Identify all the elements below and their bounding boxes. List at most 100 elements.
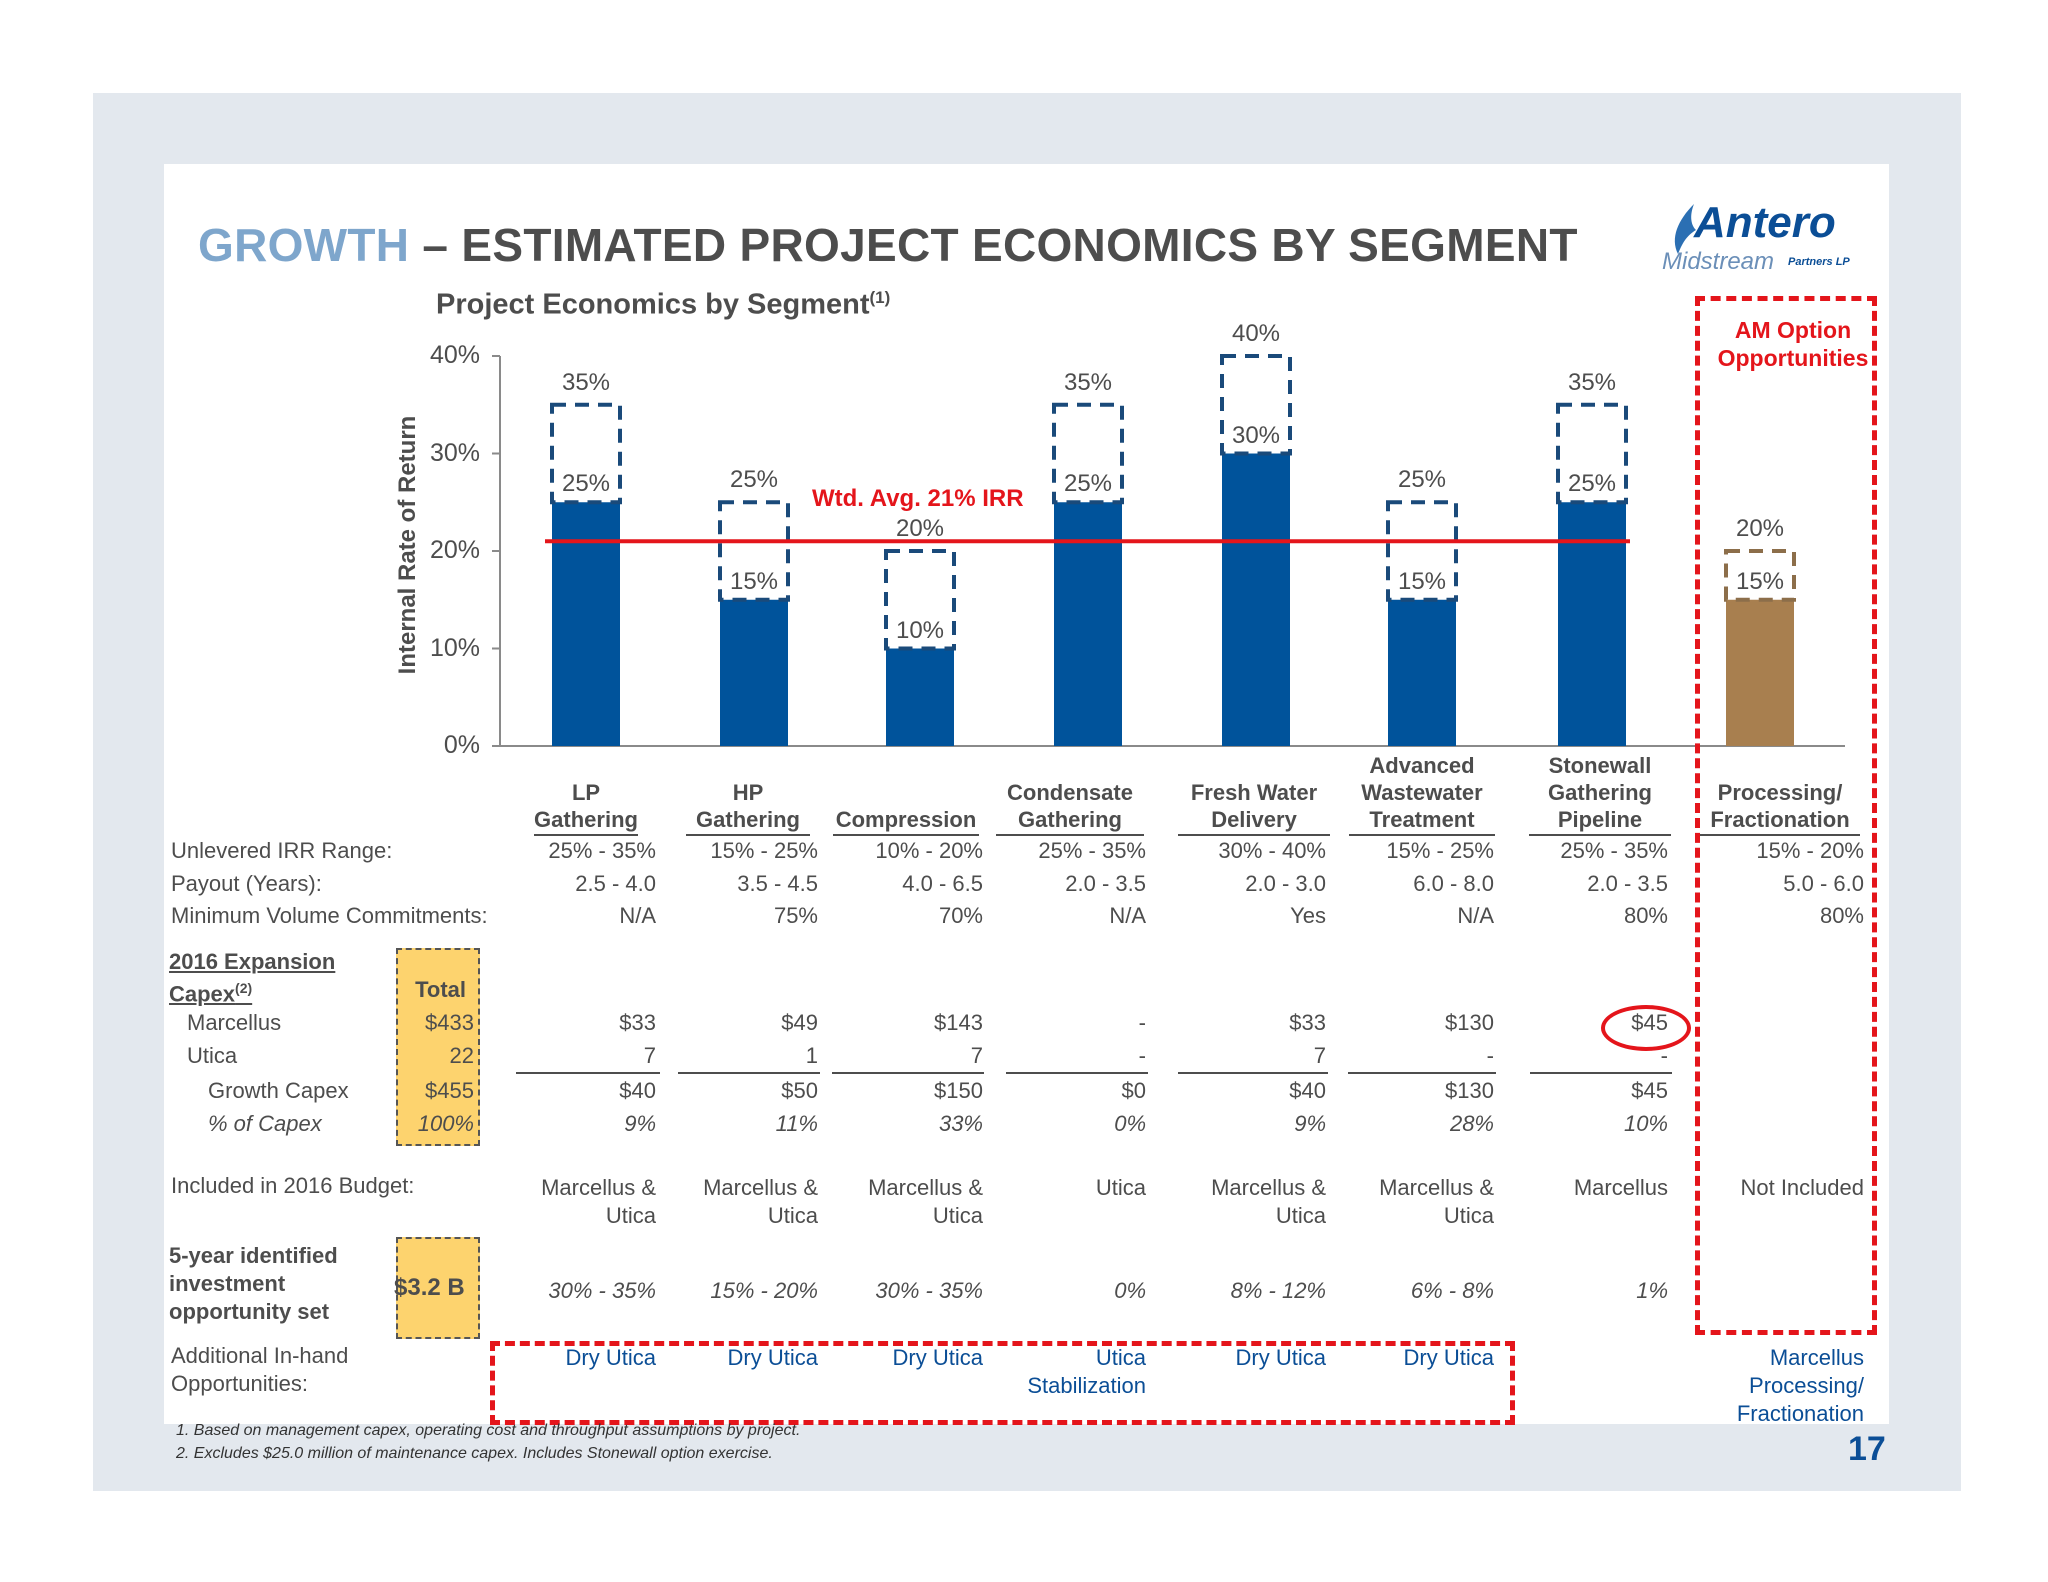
cell-mvc-6: 80% <box>1623 903 1668 928</box>
row-label-mvc: Minimum Volume Commitments: <box>171 903 488 928</box>
bar-high-range-2 <box>884 549 956 651</box>
cell-payout-1: 3.5 - 4.5 <box>737 871 818 896</box>
column-header-0-line-2: LP <box>571 780 601 805</box>
budget-4-line-2: Utica <box>1275 1203 1326 1228</box>
option-opportunities-box <box>1695 296 1877 1335</box>
capex-row-label-growth: Growth Capex <box>208 1078 349 1103</box>
five-year-total-box <box>396 1237 480 1339</box>
cell-irr_range-7: 15% - 20% <box>1756 838 1864 863</box>
cell-mvc-2: 70% <box>938 903 983 928</box>
additional-5-line-1: Dry Utica <box>1403 1345 1494 1370</box>
page-title-rest: – ESTIMATED PROJECT ECONOMICS BY SEGMENT <box>409 219 1578 271</box>
column-header-0-line-3: Gathering <box>534 807 638 832</box>
column-header-7-line-2: Processing/ <box>1717 780 1843 805</box>
bar-low-label-4: 30% <box>1231 421 1281 449</box>
bar-low-label-5: 15% <box>1397 567 1447 595</box>
capex-utica-6: - <box>1660 1043 1668 1068</box>
capex-total-pct: 100% <box>417 1111 474 1136</box>
page-number: 17 <box>1848 1430 1886 1468</box>
flame-icon <box>1674 204 1696 254</box>
column-header-0-line-1 <box>534 752 638 779</box>
capex-utica-2: 7 <box>970 1043 983 1068</box>
cell-mvc-7: 80% <box>1819 903 1864 928</box>
column-header-3-line-3: Gathering <box>1018 807 1122 832</box>
five-year-total: $3.2 B <box>394 1274 465 1301</box>
column-header-3-line-1 <box>996 752 1144 779</box>
additional-3-line-2: Stabilization <box>1027 1373 1146 1398</box>
cell-payout-7: 5.0 - 6.0 <box>1783 871 1864 896</box>
capex-growth-1: $50 <box>781 1078 818 1103</box>
capex-marcellus-3: - <box>1138 1010 1146 1035</box>
bar-low-5 <box>1388 599 1456 746</box>
additional-0-line-1: Dry Utica <box>565 1345 656 1370</box>
y-tick-label-2: 20% <box>429 536 480 564</box>
additional-1-line-1: Dry Utica <box>727 1345 818 1370</box>
cell-payout-2: 4.0 - 6.5 <box>902 871 983 896</box>
cell-payout-5: 6.0 - 8.0 <box>1413 871 1494 896</box>
budget-7-line-1: Not Included <box>1740 1175 1864 1200</box>
y-tick-label-4: 40% <box>429 341 480 369</box>
capex-subtotal-rule-6 <box>1530 1072 1672 1074</box>
capex-heading: 2016 Expansion Capex(2) <box>169 948 335 1007</box>
capex-utica-4: 7 <box>1313 1043 1326 1068</box>
capex-growth-4: $40 <box>1289 1078 1326 1103</box>
capex-row-label-marcellus: Marcellus <box>187 1010 282 1035</box>
column-header-1: HP Gathering <box>686 752 810 836</box>
capex-growth-2: $150 <box>934 1078 983 1103</box>
capex-heading-sup: (2) <box>235 980 253 996</box>
bar-low-3 <box>1054 502 1122 746</box>
bar-low-6 <box>1558 502 1626 746</box>
bar-high-label-3: 35% <box>1063 368 1113 396</box>
bar-high-range-4 <box>1220 354 1292 456</box>
column-header-3-line-2: Condensate <box>1007 780 1133 805</box>
budget-0-line-1: Marcellus & <box>541 1175 656 1200</box>
capex-pct-1: 11% <box>775 1111 818 1136</box>
cell-mvc-1: 75% <box>773 903 818 928</box>
cell-mvc-4: Yes <box>1290 903 1326 928</box>
capex-pct-6: 10% <box>1623 1111 1668 1136</box>
budget-5-line-1: Marcellus & <box>1379 1175 1494 1200</box>
antero-logo: Antero Midstream Partners LP <box>1656 190 1876 280</box>
bar-low-label-6: 25% <box>1567 470 1617 498</box>
bar-low-label-0: 25% <box>561 470 611 498</box>
column-header-6-line-3: Pipeline <box>1557 807 1643 832</box>
capex-marcellus-0: $33 <box>619 1010 656 1035</box>
cell-irr_range-4: 30% - 40% <box>1218 838 1326 863</box>
column-header-4-line-1 <box>1178 752 1330 779</box>
bar-high-range-3 <box>1052 402 1124 505</box>
capex-growth-6: $45 <box>1631 1078 1668 1103</box>
five-year-4: 8% - 12% <box>1230 1278 1326 1303</box>
bar-high-range-5 <box>1386 500 1458 602</box>
capex-utica-5: - <box>1486 1043 1494 1068</box>
chart-title-sup: (1) <box>869 288 891 307</box>
row-label-irr_range: Unlevered IRR Range: <box>171 838 393 863</box>
column-header-3: Condensate Gathering <box>996 752 1144 836</box>
budget-1-line-2: Utica <box>767 1203 818 1228</box>
cell-irr_range-2: 10% - 20% <box>875 838 983 863</box>
capex-pct-4: 9% <box>1294 1111 1326 1136</box>
five-year-1: 15% - 20% <box>710 1278 818 1303</box>
column-header-7-line-3: Fractionation <box>1710 807 1850 832</box>
budget-2-line-1: Marcellus & <box>868 1175 983 1200</box>
capex-total-utica: 22 <box>449 1043 474 1068</box>
option-box-label: AM Option Opportunities <box>1717 317 1869 371</box>
column-header-2-line-3: Compression <box>835 807 977 832</box>
capex-heading-line-2: Capex(2) <box>169 980 253 1007</box>
column-header-4: Fresh Water Delivery <box>1178 752 1330 836</box>
cell-irr_range-0: 25% - 35% <box>548 838 656 863</box>
cell-payout-6: 2.0 - 3.5 <box>1587 871 1668 896</box>
capex-utica-1: 1 <box>805 1043 818 1068</box>
cell-irr_range-5: 15% - 25% <box>1386 838 1494 863</box>
bar-low-label-3: 25% <box>1063 470 1113 498</box>
capex-marcellus-5: $130 <box>1445 1010 1494 1035</box>
cell-payout-0: 2.5 - 4.0 <box>575 871 656 896</box>
capex-pct-2: 33% <box>938 1111 983 1136</box>
additional-opportunities-box <box>490 1341 1515 1425</box>
logo-suffix: Partners LP <box>1788 256 1850 268</box>
column-header-1-line-2: HP <box>732 780 764 805</box>
bar-high-label-4: 40% <box>1231 320 1281 347</box>
budget-3-line-1: Utica <box>1095 1175 1146 1200</box>
row-label-budget: Included in 2016 Budget: <box>171 1173 415 1198</box>
capex-marcellus-4: $33 <box>1289 1010 1326 1035</box>
